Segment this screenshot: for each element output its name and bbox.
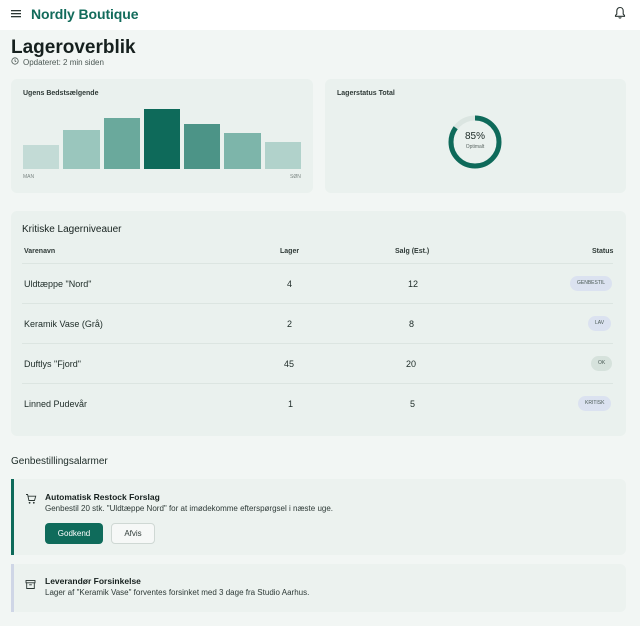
supplier-delay-alert: Leverandør Forsinkelse Lager af "Keramik… — [11, 564, 626, 612]
cart-icon — [25, 492, 37, 510]
menu-icon[interactable] — [10, 7, 24, 21]
item-name: Keramik Vase (Grå) — [24, 319, 103, 329]
chart-bar — [264, 142, 301, 169]
chart-bar — [143, 109, 181, 169]
alert-text: Genbestil 20 stk. "Uldtæppe Nord" for at… — [45, 504, 334, 513]
gauge-percent: 85% — [464, 131, 485, 142]
column-header-sales: Salg (Est.) — [395, 248, 430, 255]
gauge-sublabel: Optimalt — [465, 144, 485, 150]
stock-status-card: Lagerstatus Total 85% Optimalt — [325, 79, 626, 193]
alert-accent-bar — [11, 479, 14, 555]
page-title: Lageroverblik — [11, 37, 136, 58]
chart-bar — [63, 130, 100, 169]
stock-status-gauge: 85% Optimalt — [447, 114, 503, 170]
item-stock: 2 — [287, 319, 293, 329]
item-stock: 45 — [284, 359, 295, 369]
status-badge: LAV — [588, 316, 612, 331]
critical-stock-card: Kritiske Lagerniveauer Varenavn Lager Sa… — [11, 211, 626, 436]
alert-text: Lager af "Keramik Vase" forventes forsin… — [45, 588, 310, 597]
bell-icon[interactable] — [614, 6, 626, 20]
item-name: Uldtæppe "Nord" — [24, 279, 92, 289]
status-badge: KRITISK — [578, 396, 612, 411]
x-axis-start-label: MAN — [23, 174, 35, 180]
alert-title: Automatisk Restock Forslag — [45, 492, 160, 502]
table-row[interactable]: Linned Pudevår 1 5 KRITISK — [22, 383, 613, 423]
chart-bar — [224, 133, 261, 169]
table-row[interactable]: Keramik Vase (Grå) 2 8 LAV — [22, 303, 613, 343]
last-updated-text: Opdateret: 2 min siden — [23, 57, 104, 67]
archive-icon — [25, 577, 36, 595]
table-row[interactable]: Duftlys "Fjord" 45 20 OK — [22, 343, 613, 383]
column-header-stock: Lager — [280, 248, 300, 255]
column-header-status: Status — [592, 248, 614, 255]
item-name: Linned Pudevår — [24, 399, 88, 409]
x-axis-end-label: SØN — [290, 174, 301, 180]
item-sales: 8 — [409, 319, 415, 329]
item-sales: 20 — [406, 359, 417, 369]
clock-icon — [11, 57, 19, 67]
bestsellers-card: Ugens Bedstsælgende MAN SØN — [11, 79, 313, 193]
stock-status-title: Lagerstatus Total — [337, 90, 395, 97]
table-row[interactable]: Uldtæppe "Nord" 4 12 GENBESTIL — [22, 263, 613, 303]
approve-button[interactable]: Godkend — [45, 523, 103, 544]
bestsellers-bar-chart — [23, 109, 301, 169]
restock-suggestion-alert: Automatisk Restock Forslag Genbestil 20 … — [11, 479, 626, 555]
alarms-title: Genbestillingsalarmer — [11, 456, 108, 467]
top-app-bar: Nordly Boutique — [0, 0, 640, 30]
item-sales: 5 — [410, 399, 416, 409]
brand-title: Nordly Boutique — [31, 6, 139, 22]
last-updated: Opdateret: 2 min siden — [11, 57, 104, 67]
chart-bar — [103, 118, 140, 169]
column-header-name: Varenavn — [24, 248, 56, 255]
status-badge: GENBESTIL — [570, 276, 613, 291]
item-stock: 1 — [288, 399, 294, 409]
chart-bar — [23, 145, 60, 169]
gauge-fill — [448, 115, 502, 169]
bestsellers-title: Ugens Bedstsælgende — [23, 90, 99, 97]
chart-bar — [184, 124, 221, 169]
reject-button[interactable]: Afvis — [111, 523, 155, 544]
item-sales: 12 — [408, 279, 419, 289]
alert-title: Leverandør Forsinkelse — [45, 576, 141, 586]
item-name: Duftlys "Fjord" — [24, 359, 81, 369]
alert-accent-bar — [11, 564, 14, 612]
critical-stock-title: Kritiske Lagerniveauer — [22, 224, 122, 235]
item-stock: 4 — [287, 279, 293, 289]
status-badge: OK — [591, 356, 613, 371]
